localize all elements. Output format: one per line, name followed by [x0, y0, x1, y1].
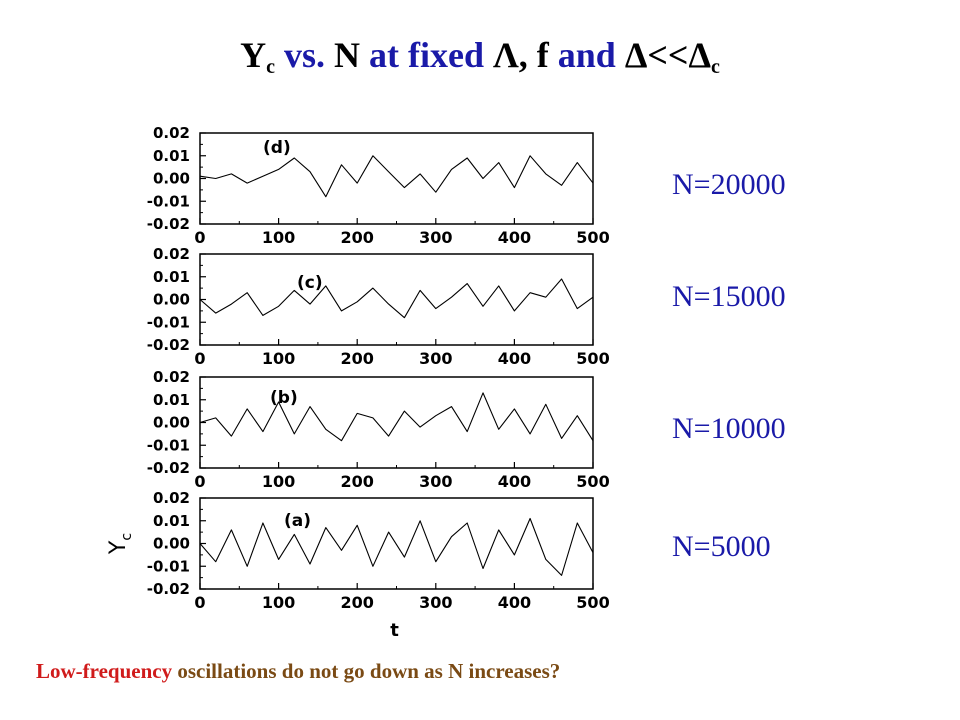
panel-3-xtick-label: 0 [194, 593, 205, 612]
title-lambda: Λ [492, 35, 519, 75]
title-comma-f: , f [518, 35, 549, 75]
panel-1-xtick-label: 200 [340, 349, 373, 368]
x-axis-title: t [390, 620, 399, 641]
panel-2-ytick-label: 0.02 [153, 368, 190, 386]
title-at-fixed: at fixed [368, 35, 484, 75]
panel-3-xtick-label: 200 [340, 593, 373, 612]
panel-2-xtick-label: 300 [419, 472, 452, 491]
panel-1-panel-label: (c) [297, 273, 323, 293]
panel-0-ytick-label: 0.00 [153, 170, 190, 188]
panel-0-series-line [199, 155, 594, 198]
panel-0-xtick-label: 300 [419, 228, 452, 247]
panel-0-panel-label: (d) [263, 138, 291, 158]
panel-3-xtick-label: 100 [262, 593, 295, 612]
panel-0-xtick-label: 100 [262, 228, 295, 247]
panel-2-xtick-label: 200 [340, 472, 373, 491]
n-label-d: N=20000 [672, 168, 786, 201]
panel-0-ytick-label: -0.02 [147, 215, 190, 233]
n-label-c: N=15000 [672, 280, 786, 313]
panel-2-series-line [199, 392, 594, 442]
panel-0-xtick-label: 500 [576, 228, 609, 247]
panel-3-ytick-label: 0.01 [153, 512, 190, 530]
panel-1-series-line [199, 278, 594, 319]
panel-1-xtick-label: 0 [194, 349, 205, 368]
title-n: N [333, 35, 360, 75]
panel-3-xtick-label: 400 [498, 593, 531, 612]
y-axis-title: Yc [106, 533, 135, 555]
n-label-a: N=5000 [672, 530, 771, 563]
panel-0-xtick-label: 400 [498, 228, 531, 247]
panel-1-ytick-label: 0.01 [153, 268, 190, 286]
panel-2-ytick-label: 0.00 [153, 414, 190, 432]
panel-0-xtick-label: 0 [194, 228, 205, 247]
panel-3-series-line [199, 517, 594, 576]
panel-2-xtick-label: 500 [576, 472, 609, 491]
title-and: and [557, 35, 616, 75]
panel-3-frame [199, 497, 594, 590]
panel-1-xtick-label: 500 [576, 349, 609, 368]
panel-0-ytick-label: 0.02 [153, 124, 190, 142]
panel-0-ytick-label: 0.01 [153, 147, 190, 165]
panel-1-xtick-label: 100 [262, 349, 295, 368]
title-much-less: << [647, 35, 689, 75]
panel-2-ytick-label: 0.01 [153, 391, 190, 409]
panel-2-xtick-label: 100 [262, 472, 295, 491]
slide-title: Yc vs. N at fixed Λ, f and Δ<<Δc [0, 34, 960, 79]
panel-3-ytick-label: -0.01 [147, 557, 190, 575]
panel-3-xtick-label: 500 [576, 593, 609, 612]
footer-text: oscillations do not go down as N increas… [177, 659, 561, 683]
panel-1-xtick-label: 300 [419, 349, 452, 368]
panel-1-ytick-label: -0.02 [147, 336, 190, 354]
footer-highlight: Low-frequency [36, 659, 173, 683]
panel-0-xtick-label: 200 [340, 228, 373, 247]
footer-question: Low-frequency oscillations do not go dow… [36, 659, 560, 684]
title-y-subscript: c [266, 56, 275, 78]
n-label-b: N=10000 [672, 412, 786, 445]
title-y-symbol: Y [240, 35, 267, 75]
panel-3-panel-label: (a) [284, 511, 311, 531]
panel-3-ytick-label: 0.02 [153, 489, 190, 507]
panel-0-ytick-label: -0.01 [147, 192, 190, 210]
panel-1-xtick-label: 400 [498, 349, 531, 368]
panel-3-xtick-label: 300 [419, 593, 452, 612]
title-vs: vs. [283, 35, 325, 75]
title-delta-c: Δ [688, 35, 712, 75]
panel-3-ytick-label: -0.02 [147, 580, 190, 598]
panel-1-ytick-label: -0.01 [147, 313, 190, 331]
panel-2-panel-label: (b) [270, 388, 298, 408]
panel-2-ytick-label: -0.01 [147, 436, 190, 454]
panel-2-frame [199, 376, 594, 469]
panel-1-frame [199, 253, 594, 346]
panel-1-ytick-label: 0.00 [153, 291, 190, 309]
panel-2-xtick-label: 400 [498, 472, 531, 491]
panel-2-ytick-label: -0.02 [147, 459, 190, 477]
title-delta: Δ [624, 35, 648, 75]
panel-3-ytick-label: 0.00 [153, 535, 190, 553]
panel-2-xtick-label: 0 [194, 472, 205, 491]
panel-1-ytick-label: 0.02 [153, 245, 190, 263]
title-delta-c-subscript: c [711, 56, 720, 78]
